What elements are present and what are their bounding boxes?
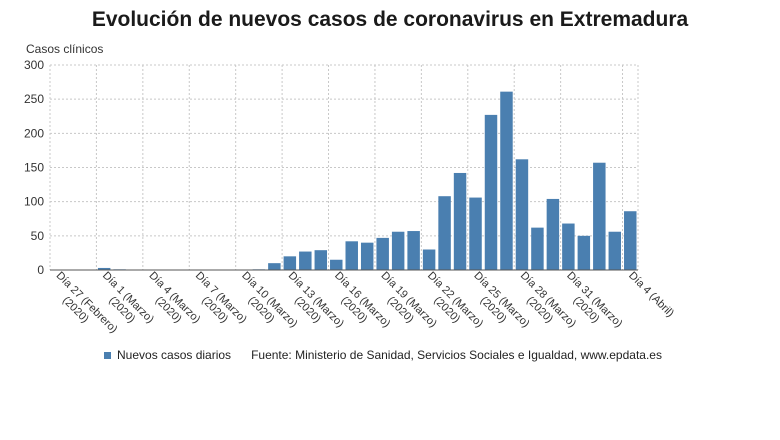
bar [624,211,637,270]
bar [562,223,575,270]
bar [407,231,420,270]
bar [531,227,544,270]
bar [330,259,343,270]
bar [422,249,436,270]
legend-series-label: Nuevos casos diarios [117,348,232,362]
x-tick-label: Día 31 (Marzo)(2020) [555,270,625,340]
bar [515,159,529,270]
bar [469,197,482,270]
bar [453,172,467,270]
legend: Nuevos casos diarios Fuente: Ministerio … [104,348,662,362]
bar [97,267,111,270]
y-tick-label: 250 [24,92,44,106]
bar [283,256,297,270]
bar [314,250,328,270]
source-note: Fuente: Ministerio de Sanidad, Servicios… [251,348,662,362]
x-tick-label: Día 4 (Abril) [626,270,676,320]
y-tick-label: 300 [24,58,44,72]
y-tick-label: 100 [24,195,44,209]
y-tick-label: 50 [31,229,45,243]
bar [608,231,622,270]
y-tick-label: 0 [37,263,44,277]
bar [484,114,498,270]
bar [546,198,560,270]
y-tick-label: 200 [24,126,44,140]
bar [360,242,374,270]
bar [500,91,513,271]
y-axis-label: Casos clínicos [26,42,104,56]
y-tick-label: 150 [24,161,44,175]
bar [438,196,451,270]
bar [577,235,591,270]
bar [268,263,281,270]
bar [376,237,389,270]
legend-swatch [104,351,111,359]
bar [345,241,358,270]
bar [391,231,405,270]
chart-title: Evolución de nuevos casos de coronavirus… [91,8,689,31]
bar [593,162,606,270]
bar [299,251,312,270]
